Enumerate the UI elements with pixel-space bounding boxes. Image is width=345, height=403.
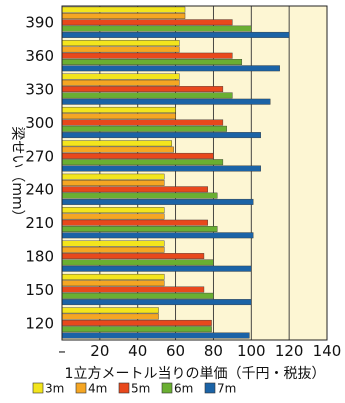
- bar-180-6m: [61, 259, 214, 266]
- category-label-150: 150: [25, 281, 54, 299]
- legend-label-6m: 6m: [174, 382, 193, 396]
- bar-360-6m: [61, 59, 243, 65]
- bar-270-6m: [61, 159, 224, 166]
- bar-240-6m: [61, 192, 218, 199]
- bar-390-7m: [61, 31, 290, 38]
- category-label-390: 390: [25, 14, 54, 32]
- plot-border: [61, 5, 328, 341]
- bar-390-4m: [61, 13, 186, 19]
- bar-330-7m: [61, 98, 271, 105]
- svg-text:梁せい（mm）: 梁せい（mm）: [9, 126, 25, 223]
- bar-330-4m: [61, 79, 180, 86]
- x-tick-3: 60: [166, 342, 185, 360]
- category-label-240: 240: [25, 181, 54, 199]
- bar-120-3m: [61, 307, 159, 314]
- category-label-180: 180: [25, 248, 54, 266]
- legend-swatch-6m: [161, 382, 173, 394]
- x-tick-labels: – 20 40 60 80 100 120 140: [58, 342, 341, 360]
- bar-330-6m: [61, 92, 233, 99]
- bar-360-3m: [61, 40, 180, 47]
- bar-240-7m: [61, 198, 254, 205]
- category-label-360: 360: [25, 47, 54, 65]
- x-tick-7: 140: [313, 342, 342, 360]
- bar-330-3m: [61, 73, 180, 80]
- legend-swatch-4m: [75, 382, 87, 394]
- x-tick-0: –: [58, 342, 66, 360]
- bar-240-5m: [61, 186, 208, 193]
- legend-swatch-5m: [118, 382, 130, 394]
- bar-330-5m: [61, 86, 224, 93]
- bar-120-6m: [61, 326, 212, 333]
- legend-label-4m: 4m: [88, 382, 107, 396]
- category-label-210: 210: [25, 214, 54, 232]
- bar-360-4m: [61, 46, 180, 53]
- bar-210-7m: [61, 232, 254, 239]
- bar-180-3m: [61, 240, 165, 247]
- category-labels: 390 360 330 300 270 240 210 180 150 120: [25, 14, 54, 333]
- bar-270-3m: [61, 140, 172, 147]
- legend-label-7m: 7m: [217, 382, 236, 396]
- bar-210-4m: [61, 213, 165, 220]
- x-tick-5: 100: [237, 342, 266, 360]
- bar-180-4m: [61, 246, 165, 253]
- bar-240-4m: [61, 180, 165, 186]
- bar-210-3m: [61, 207, 165, 214]
- bar-240-3m: [61, 173, 165, 180]
- bar-150-3m: [61, 273, 165, 280]
- bar-300-6m: [61, 125, 227, 132]
- bar-390-3m: [61, 6, 186, 13]
- bar-300-3m: [61, 106, 176, 113]
- bar-180-7m: [61, 265, 252, 272]
- category-label-270: 270: [25, 147, 54, 165]
- bar-390-5m: [61, 19, 233, 26]
- bar-270-7m: [61, 165, 261, 172]
- bar-270-4m: [61, 146, 174, 153]
- bar-120-7m: [61, 332, 250, 339]
- legend-label-5m: 5m: [131, 382, 150, 396]
- bar-120-4m: [61, 313, 159, 320]
- x-tick-6: 120: [275, 342, 304, 360]
- legend-swatch-7m: [204, 382, 216, 394]
- legend: 3m 4m 5m 6m 7m: [32, 382, 236, 396]
- y-axis-title: 梁せい（mm）: [9, 126, 25, 223]
- bar-360-5m: [61, 52, 233, 59]
- bar-300-5m: [61, 119, 224, 126]
- bar-150-6m: [61, 292, 214, 299]
- x-tick-2: 40: [128, 342, 147, 360]
- bar-180-5m: [61, 253, 205, 260]
- bar-210-6m: [61, 226, 218, 232]
- bar-210-5m: [61, 219, 208, 226]
- bar-360-7m: [61, 65, 280, 72]
- category-label-330: 330: [25, 81, 54, 99]
- bar-150-7m: [61, 299, 252, 306]
- x-tick-4: 80: [204, 342, 223, 360]
- bar-150-4m: [61, 280, 165, 287]
- bar-120-5m: [61, 319, 212, 326]
- x-axis-title: 1立方メートル当りの単価（千円・税抜）: [65, 366, 326, 382]
- x-tick-1: 20: [90, 342, 109, 360]
- bar-270-5m: [61, 152, 214, 159]
- legend-label-3m: 3m: [45, 382, 64, 396]
- category-label-300: 300: [25, 114, 54, 132]
- bar-150-5m: [61, 286, 205, 293]
- legend-swatch-3m: [32, 382, 44, 394]
- bar-300-4m: [61, 113, 176, 120]
- category-label-120: 120: [25, 314, 54, 332]
- bar-390-6m: [61, 25, 252, 32]
- bar-300-7m: [61, 132, 261, 139]
